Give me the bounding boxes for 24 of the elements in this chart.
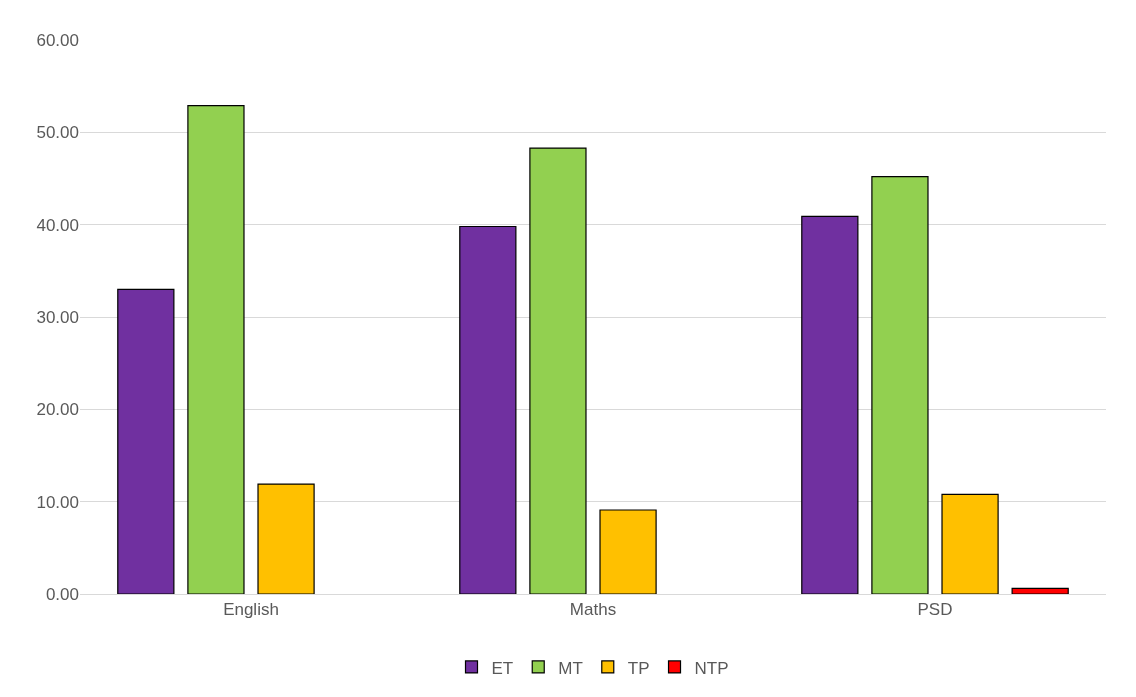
y-tick-label: 30.00 bbox=[36, 307, 79, 327]
x-tick-label: PSD bbox=[917, 600, 953, 620]
bar bbox=[257, 483, 315, 594]
y-tick-label: 0.00 bbox=[45, 584, 79, 604]
bar bbox=[941, 493, 999, 594]
legend-label: NTP bbox=[694, 658, 729, 678]
x-tick-label: Maths bbox=[569, 600, 617, 620]
bar bbox=[801, 215, 859, 594]
bar bbox=[187, 104, 245, 594]
bar bbox=[871, 176, 929, 594]
y-tick-label: 20.00 bbox=[36, 400, 79, 420]
bar bbox=[599, 509, 657, 594]
y-tick-label: 10.00 bbox=[36, 492, 79, 512]
y-tick-label: 40.00 bbox=[36, 215, 79, 235]
legend-label: MT bbox=[558, 658, 583, 678]
bar bbox=[1011, 587, 1069, 594]
bar bbox=[117, 288, 175, 594]
y-tick-label: 50.00 bbox=[36, 123, 79, 143]
bar bbox=[529, 147, 587, 594]
legend-label: TP bbox=[627, 658, 650, 678]
y-tick-label: 60.00 bbox=[36, 30, 79, 50]
x-tick-label: English bbox=[223, 600, 279, 620]
legend-label: ET bbox=[491, 658, 514, 678]
bar bbox=[459, 225, 517, 594]
